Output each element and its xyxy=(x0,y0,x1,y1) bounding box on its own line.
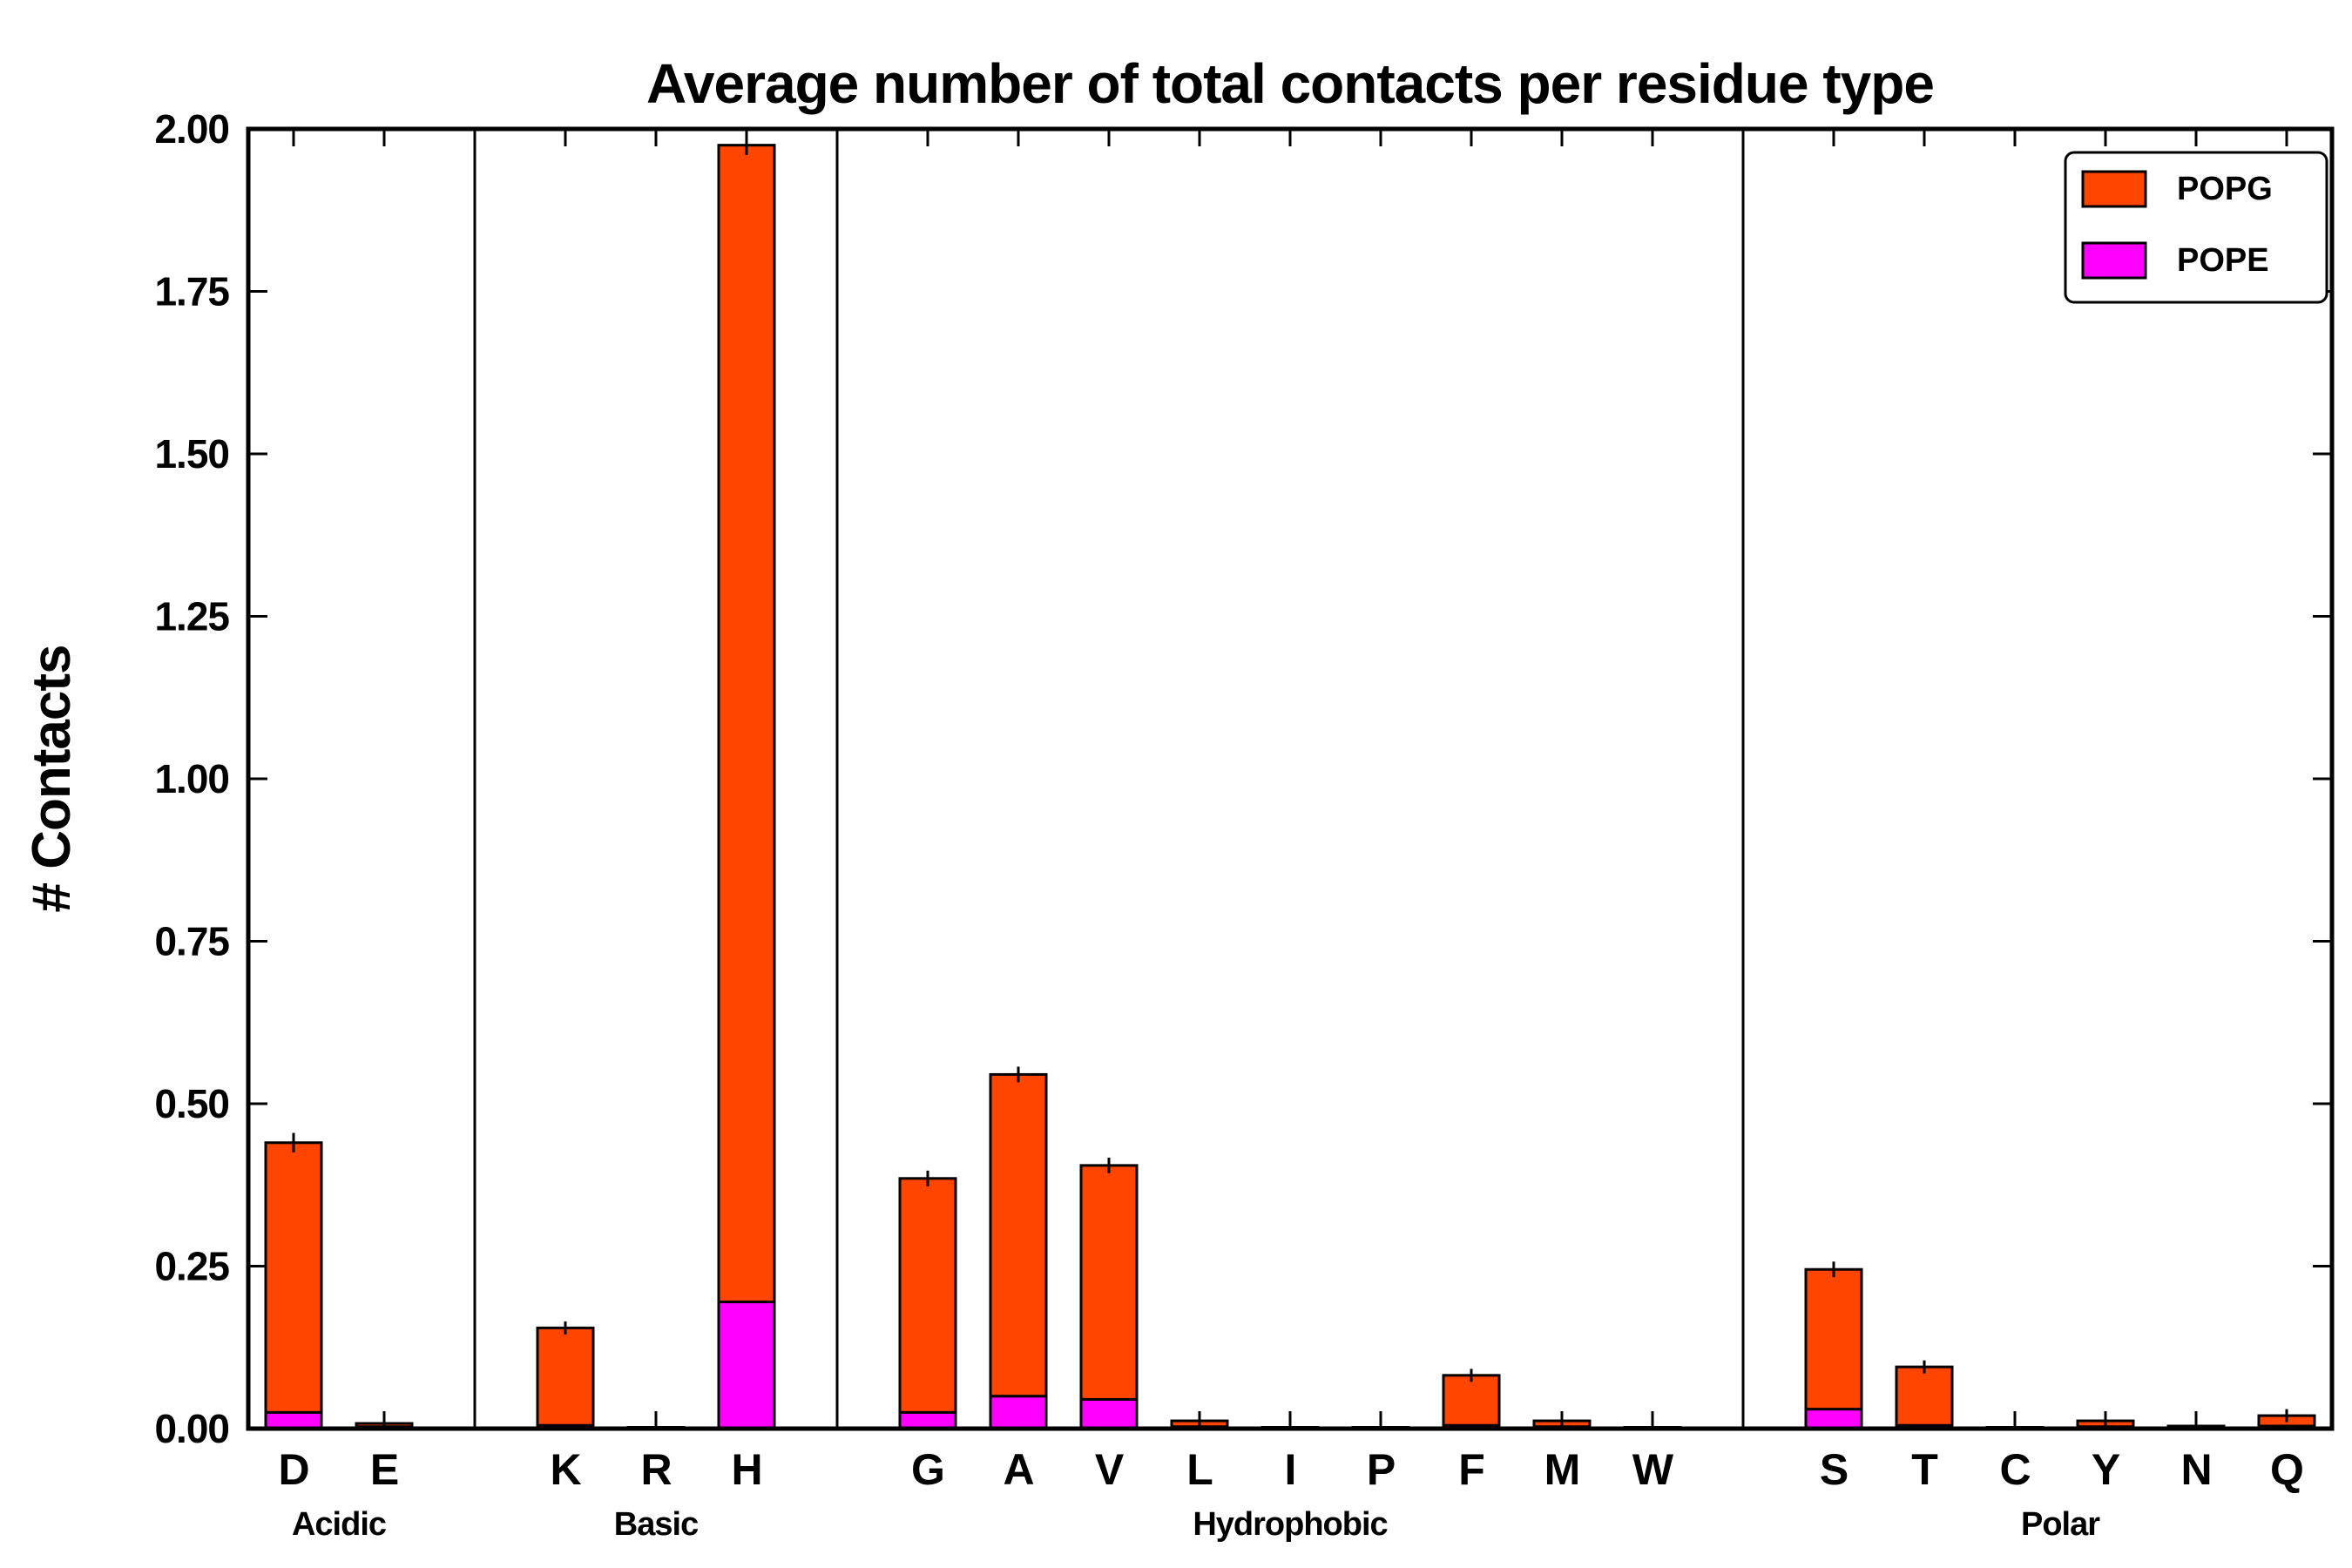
residue-label: A xyxy=(1003,1445,1033,1494)
y-tick-label: 1.00 xyxy=(154,756,229,801)
bar-pope xyxy=(1079,1397,1139,1430)
residue-label: Y xyxy=(2092,1445,2120,1494)
residue-label: G xyxy=(911,1445,944,1494)
y-tick-label: 0.50 xyxy=(154,1081,229,1126)
residue-label: P xyxy=(1367,1445,1395,1494)
residue-label: N xyxy=(2180,1445,2211,1494)
residue-label: D xyxy=(278,1445,308,1494)
group-label: Polar xyxy=(2021,1506,2100,1543)
residue-label: R xyxy=(640,1445,672,1494)
bar-popg xyxy=(898,1177,957,1414)
residue-label: L xyxy=(1186,1445,1213,1494)
residue-label: C xyxy=(1999,1445,2030,1494)
residue-label: Q xyxy=(2270,1445,2303,1494)
bar-popg xyxy=(1804,1267,1863,1411)
group-label: Acidic xyxy=(292,1506,387,1543)
bar-popg xyxy=(717,144,776,1304)
chart-generated-layer: 0.00 0.25 0.50 0.75 1.00 1.25 1.50 1.75 2.00 D E K R… xyxy=(154,106,2335,1543)
bar-popg xyxy=(1442,1374,1501,1427)
residue-label: V xyxy=(1095,1445,1125,1494)
chart-title: Average number of total contacts per res… xyxy=(646,52,1934,115)
legend-swatch-popg xyxy=(2081,170,2147,208)
residue-label: H xyxy=(731,1445,761,1494)
bar-popg xyxy=(1079,1164,1139,1401)
bar-pope xyxy=(1804,1408,1863,1430)
y-axis-label: # Contacts xyxy=(22,645,82,913)
group-label: Hydrophobic xyxy=(1193,1506,1388,1543)
y-tick-label: 2.00 xyxy=(154,106,229,152)
y-tick-label: 0.75 xyxy=(154,919,229,964)
residue-label: F xyxy=(1458,1445,1484,1494)
residue-label: I xyxy=(1285,1445,1296,1494)
residue-label: M xyxy=(1544,1445,1580,1494)
bar-popg xyxy=(1895,1365,1954,1427)
legend-swatch-pope xyxy=(2081,241,2147,280)
bar-popg xyxy=(989,1072,1048,1398)
y-tick-label: 0.25 xyxy=(154,1244,229,1289)
y-tick-label: 1.25 xyxy=(154,594,229,639)
residue-label: S xyxy=(1820,1445,1848,1494)
bar-pope xyxy=(264,1410,323,1430)
bar-pope xyxy=(898,1410,957,1430)
residue-label: W xyxy=(1632,1445,1674,1494)
residue-label: K xyxy=(550,1445,581,1494)
y-tick-label: 1.50 xyxy=(154,431,229,476)
group-label: Basic xyxy=(614,1506,699,1543)
bar-popg xyxy=(264,1141,323,1414)
residue-label: T xyxy=(1911,1445,1937,1494)
bar-pope xyxy=(717,1301,776,1430)
legend-label-popg: POPG xyxy=(2177,171,2273,207)
plot-border xyxy=(246,126,2335,1431)
bar-popg xyxy=(536,1326,595,1427)
bar-pope xyxy=(989,1395,1048,1430)
y-tick-label: 1.75 xyxy=(154,269,229,314)
residue-label: E xyxy=(370,1445,398,1494)
y-tick-label: 0.00 xyxy=(154,1406,229,1451)
legend-label-pope: POPE xyxy=(2177,242,2269,279)
